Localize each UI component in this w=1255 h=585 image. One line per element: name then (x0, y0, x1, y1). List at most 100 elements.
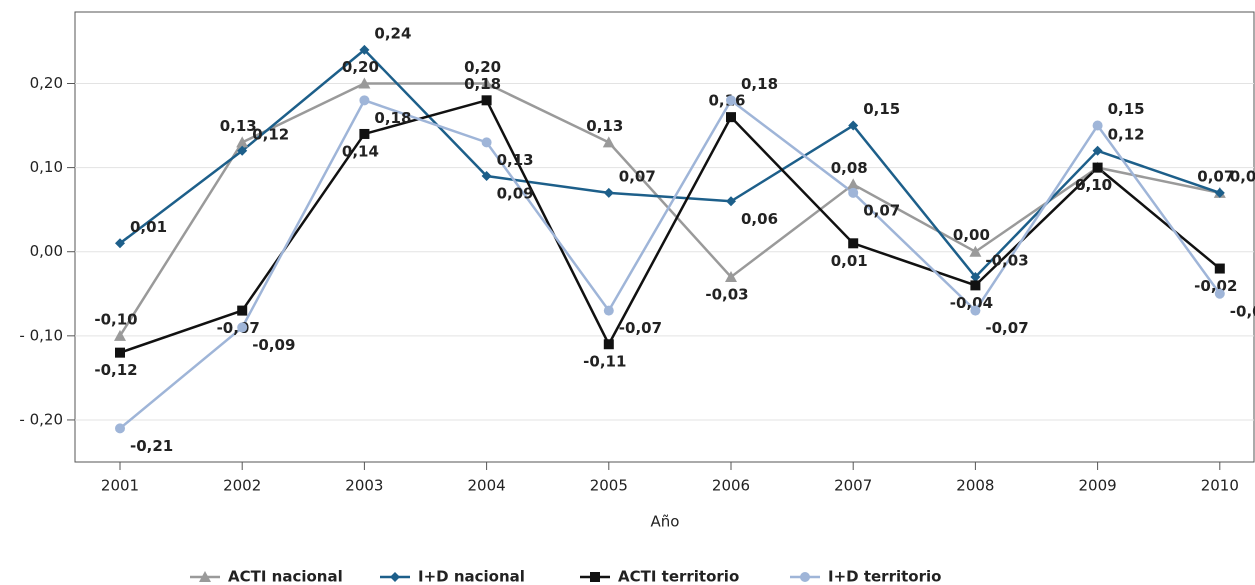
value-label: 0,24 (374, 24, 411, 42)
value-label: 0,10 (1075, 176, 1112, 194)
series-line (119, 48, 1221, 279)
x-tick-label: 2002 (223, 477, 261, 495)
value-label: 0,01 (831, 252, 868, 270)
value-label: -0,21 (130, 437, 173, 455)
x-tick-label: 2007 (834, 477, 872, 495)
plot-frame (74, 11, 1255, 463)
data-point (115, 423, 125, 434)
data-point (480, 77, 493, 89)
value-label: -0,10 (94, 310, 137, 328)
x-tick-label: 2005 (590, 477, 628, 495)
value-label: 0,18 (374, 109, 411, 127)
data-point (1214, 263, 1225, 274)
data-point (603, 339, 614, 350)
value-label: 0,12 (1108, 125, 1145, 143)
value-label: -0,05 (1230, 302, 1255, 320)
value-label: -0,07 (985, 319, 1028, 337)
data-point (847, 178, 860, 190)
value-label: -0,02 (1194, 277, 1237, 295)
y-tick-label: 0,20 (30, 74, 63, 92)
legend-label: ACTI nacional (228, 568, 343, 585)
data-point (359, 95, 370, 106)
value-label: 0,01 (130, 218, 167, 236)
value-label: 0,14 (342, 142, 379, 160)
value-label: 0,10 (1075, 176, 1112, 194)
value-label: 0,07 (863, 201, 900, 219)
y-tick-label: - 0,10 (19, 326, 63, 344)
data-point (1092, 162, 1103, 173)
legend-marker (199, 571, 211, 582)
data-point (359, 128, 370, 139)
data-point (237, 322, 248, 333)
value-label: -0,12 (94, 361, 137, 379)
x-tick-label: 2003 (345, 477, 383, 495)
value-label: -0,11 (583, 353, 626, 371)
data-point (236, 136, 249, 148)
data-point (848, 238, 859, 249)
x-tick-label: 2008 (956, 477, 994, 495)
value-label: 0,06 (741, 210, 778, 228)
value-label: 0,13 (586, 117, 623, 135)
data-point (115, 347, 125, 358)
value-label: 0,13 (497, 151, 534, 169)
legend-label: ACTI territorio (618, 568, 739, 585)
data-point (726, 112, 736, 123)
data-point (726, 95, 736, 106)
value-label: 0,12 (252, 125, 289, 143)
data-point (969, 245, 982, 257)
value-label: 0,15 (1108, 100, 1145, 118)
legend-marker (800, 572, 810, 582)
data-point (1092, 145, 1103, 156)
data-point (481, 171, 492, 182)
data-point (970, 305, 981, 316)
legend-label: I+D nacional (418, 568, 525, 585)
value-label: 0,07 (1230, 167, 1255, 185)
legend-marker (390, 572, 400, 582)
y-tick-label: 0,10 (30, 158, 63, 176)
data-point (603, 187, 614, 198)
x-tick-label: 2010 (1201, 477, 1239, 495)
value-label: -0,09 (252, 336, 295, 354)
x-tick-label: 2001 (101, 477, 139, 495)
data-point (114, 329, 126, 341)
value-label: -0,03 (985, 251, 1028, 269)
x-axis-title: Año (651, 513, 680, 531)
value-label: -0,07 (619, 319, 662, 337)
data-point (970, 271, 981, 282)
value-label: 0,09 (497, 185, 534, 203)
data-point (358, 77, 371, 89)
data-point (848, 120, 859, 131)
legend-marker (590, 572, 600, 582)
data-point (602, 136, 615, 148)
value-label: 0,20 (342, 58, 379, 76)
value-label: 0,08 (831, 159, 868, 177)
series-line (118, 82, 1221, 337)
data-point (359, 44, 370, 55)
data-point (481, 95, 492, 106)
x-tick-label: 2009 (1079, 477, 1117, 495)
value-label: 0,00 (953, 226, 990, 244)
value-label: 0,07 (1197, 167, 1234, 185)
value-label: 0,15 (863, 100, 900, 118)
value-label: -0,03 (705, 285, 748, 303)
series-line (119, 98, 1221, 430)
value-label: -0,04 (950, 294, 993, 312)
data-point (1214, 187, 1225, 198)
data-point (725, 270, 737, 282)
value-label: 0,20 (464, 58, 501, 76)
data-point (848, 187, 859, 198)
series-line (119, 98, 1221, 354)
x-tick-label: 2006 (712, 477, 750, 495)
data-point (237, 305, 248, 316)
y-tick-label: 0,00 (30, 242, 63, 260)
value-label: 0,18 (464, 75, 501, 93)
data-point (603, 305, 614, 316)
y-tick-label: - 0,20 (19, 410, 63, 428)
data-point (481, 137, 492, 148)
data-point (726, 196, 736, 207)
data-point (1092, 120, 1103, 131)
value-label: 0,07 (619, 167, 656, 185)
x-tick-label: 2004 (468, 477, 506, 495)
value-label: 0,13 (220, 117, 257, 135)
